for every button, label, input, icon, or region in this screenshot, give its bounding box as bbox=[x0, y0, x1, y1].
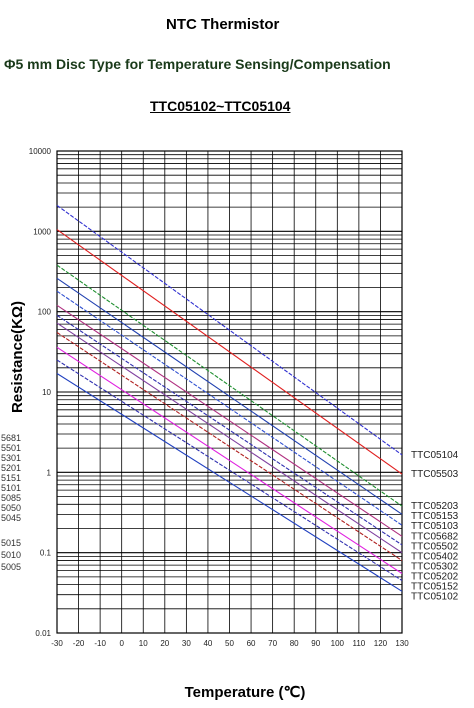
page-title: NTC Thermistor bbox=[166, 16, 280, 33]
y-tick-label: 1 bbox=[47, 468, 52, 477]
plot-frame bbox=[56, 150, 403, 634]
series-label: TTC05104 bbox=[411, 450, 459, 461]
x-tick-label: 60 bbox=[247, 639, 256, 648]
series-line bbox=[56, 373, 403, 592]
series-label: TTC05302 bbox=[411, 561, 459, 572]
series-label: TTC05152 bbox=[411, 581, 459, 592]
left-margin-label: 5681 bbox=[1, 433, 21, 443]
x-tick-label: 10 bbox=[139, 639, 148, 648]
x-tick-label: 0 bbox=[119, 639, 124, 648]
series-line bbox=[56, 264, 403, 507]
x-axis-title: Temperature (℃) bbox=[185, 684, 306, 701]
series-label: TTC05203 bbox=[411, 501, 459, 512]
x-tick-label: -30 bbox=[51, 639, 63, 648]
x-tick-label: 90 bbox=[311, 639, 320, 648]
x-tick-label: 110 bbox=[352, 639, 365, 648]
series-line bbox=[56, 290, 403, 526]
series-line bbox=[56, 332, 403, 561]
series-line bbox=[56, 346, 403, 574]
x-tick-label: 100 bbox=[331, 639, 345, 648]
left-margin-label: 5085 bbox=[1, 493, 21, 503]
series-line bbox=[56, 277, 403, 515]
left-margin-label: 5101 bbox=[1, 483, 21, 493]
x-tick-label: 30 bbox=[182, 639, 191, 648]
series-label: TTC05202 bbox=[411, 571, 459, 582]
left-margin-label: 5010 bbox=[1, 550, 21, 560]
page-subtitle: Φ5 mm Disc Type for Temperature Sensing/… bbox=[4, 56, 391, 72]
left-margin-label: 5015 bbox=[1, 538, 21, 548]
y-tick-label: 100 bbox=[38, 308, 52, 317]
series-line bbox=[56, 322, 403, 554]
x-tick-label: 80 bbox=[290, 639, 299, 648]
series-label: TTC05102 bbox=[411, 591, 459, 602]
series-label: TTC05503 bbox=[411, 469, 459, 480]
x-tick-label: 70 bbox=[268, 639, 277, 648]
x-tick-label: -10 bbox=[94, 639, 106, 648]
y-tick-label: 10 bbox=[42, 388, 51, 397]
y-tick-label: 0.01 bbox=[35, 629, 51, 638]
x-tick-label: 50 bbox=[225, 639, 234, 648]
y-tick-label: 1000 bbox=[33, 227, 51, 236]
series-label: TTC05103 bbox=[411, 521, 459, 532]
left-margin-label: 5151 bbox=[1, 473, 21, 483]
left-margin-label: 5005 bbox=[1, 562, 21, 572]
y-axis-title: Resistance(KΩ) bbox=[9, 301, 26, 413]
chart-heading: TTC05102~TTC05104 bbox=[150, 98, 291, 114]
series-label: TTC05502 bbox=[411, 541, 459, 552]
left-margin-label: 5201 bbox=[1, 463, 21, 473]
x-tick-label: 130 bbox=[395, 639, 409, 648]
x-tick-label: 20 bbox=[160, 639, 169, 648]
series-label: TTC05402 bbox=[411, 551, 459, 562]
series-label: TTC05682 bbox=[411, 531, 459, 542]
series-line bbox=[56, 229, 403, 475]
series-line bbox=[56, 204, 403, 456]
x-tick-label: 120 bbox=[374, 639, 388, 648]
left-margin-label: 5050 bbox=[1, 503, 21, 513]
series-line bbox=[56, 359, 403, 581]
series-label: TTC05153 bbox=[411, 511, 459, 522]
left-margin-label: 5045 bbox=[1, 513, 21, 523]
y-tick-label: 0.1 bbox=[40, 549, 52, 558]
series-line bbox=[56, 304, 403, 537]
series-line bbox=[56, 314, 403, 546]
x-tick-label: -20 bbox=[73, 639, 85, 648]
left-margin-label: 5301 bbox=[1, 453, 21, 463]
x-tick-label: 40 bbox=[203, 639, 212, 648]
left-margin-label: 5501 bbox=[1, 443, 21, 453]
y-tick-label: 10000 bbox=[29, 147, 52, 156]
